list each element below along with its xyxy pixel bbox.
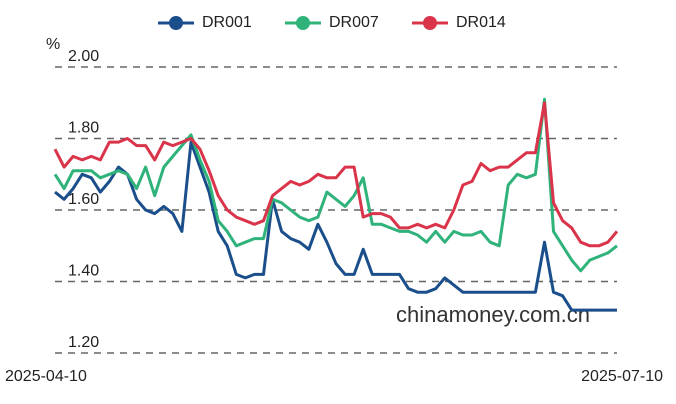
legend-label: DR014 <box>456 14 506 31</box>
legend-swatch-dot <box>169 16 183 30</box>
x-tick-label: 2025-07-10 <box>581 368 663 385</box>
series-line <box>53 101 619 248</box>
y-tick-label: 1.80 <box>68 120 99 137</box>
y-unit: % <box>46 36 60 53</box>
y-tick-label: 1.40 <box>68 263 99 280</box>
y-tick-label: 1.20 <box>68 334 99 351</box>
legend-swatch-dot <box>423 16 437 30</box>
y-tick-label: 2.00 <box>68 48 99 65</box>
watermark: chinamoney.com.cn <box>396 302 590 327</box>
legend-label: DR007 <box>329 14 379 31</box>
y-tick-label: 1.60 <box>68 191 99 208</box>
legend-label: DR001 <box>202 14 252 31</box>
x-tick-label: 2025-04-10 <box>5 368 87 385</box>
series-line <box>53 97 618 273</box>
series-line <box>54 140 617 312</box>
legend-swatch-dot <box>296 16 310 30</box>
